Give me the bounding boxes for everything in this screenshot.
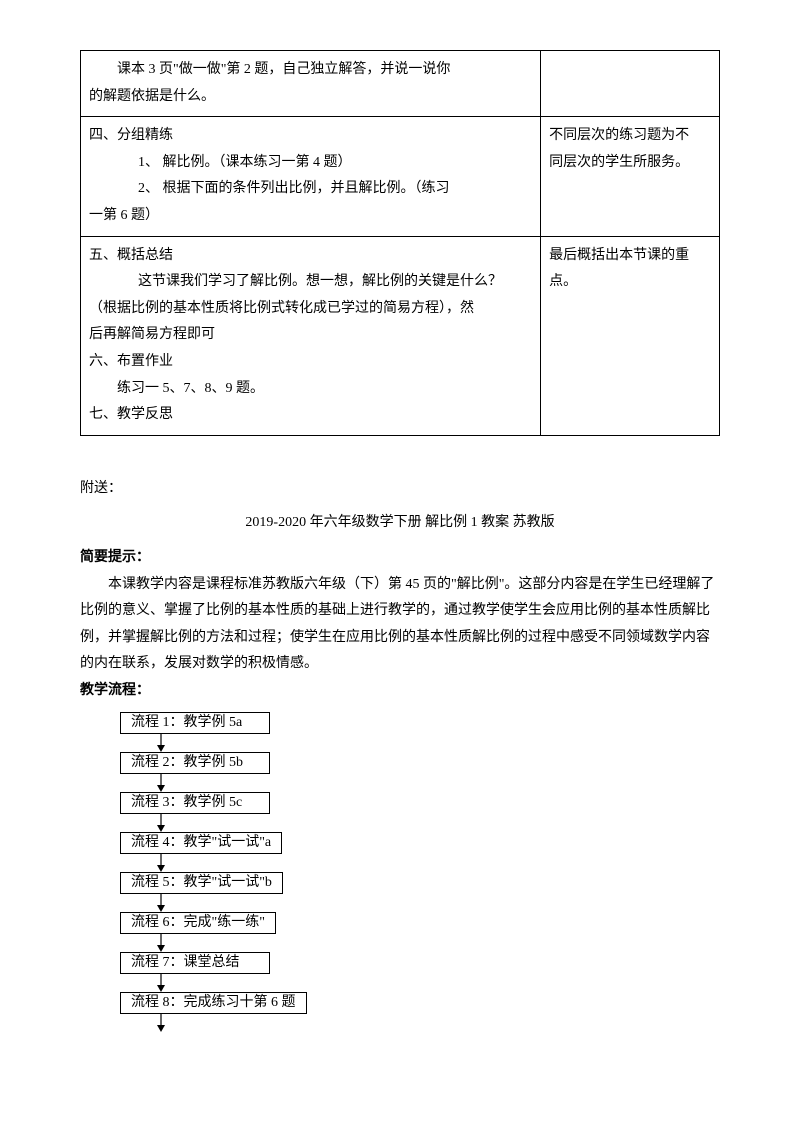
flow-step: 流程 3：教学例 5c: [120, 792, 720, 814]
text-line: 最后概括出本节课的重: [549, 243, 711, 270]
text-line: 同层次的学生所服务。: [549, 150, 711, 177]
flow-step: 流程 7：课堂总结: [120, 952, 720, 974]
text-line: 不同层次的练习题为不: [549, 123, 711, 150]
text-line: 六、布置作业: [89, 349, 532, 376]
flow-box: 流程 4：教学"试一试"a: [120, 832, 282, 854]
flow-box: 流程 3：教学例 5c: [120, 792, 270, 814]
flow-step: 流程 4：教学"试一试"a: [120, 832, 720, 854]
flow-arrow-icon: [155, 814, 720, 832]
flowchart: 流程 1：教学例 5a 流程 2：教学例 5b 流程 3：教学例 5c 流程 4：教学…: [120, 712, 720, 1032]
flow-box: 流程 2：教学例 5b: [120, 752, 270, 774]
flow-arrow-icon: [155, 854, 720, 872]
text-line: 点。: [549, 269, 711, 296]
text-line: 七、教学反思: [89, 402, 532, 429]
flow-box: 流程 8：完成练习十第 6 题: [120, 992, 307, 1014]
table-row: 课本 3 页"做一做"第 2 题，自己独立解答，并说一说你的解题依据是什么。: [81, 51, 720, 117]
text-line: 后再解简易方程即可: [89, 322, 532, 349]
table-row: 四、分组精练1、 解比例。（课本练习一第 4 题）2、 根据下面的条件列出比例，…: [81, 117, 720, 236]
flow-title: 教学流程：: [80, 678, 720, 705]
flow-arrow-icon: [155, 894, 720, 912]
flow-box: 流程 6：完成"练一练": [120, 912, 276, 934]
brief-hint-body: 本课教学内容是课程标准苏教版六年级（下）第 45 页的"解比例"。这部分内容是在…: [80, 572, 720, 678]
brief-hint-title: 简要提示：: [80, 545, 720, 572]
flow-arrow-icon: [155, 1014, 720, 1032]
flow-arrow-icon: [155, 974, 720, 992]
appendix-title: 2019-2020 年六年级数学下册 解比例 1 教案 苏教版: [80, 510, 720, 537]
appendix-label: 附送：: [80, 476, 720, 503]
text-line: 课本 3 页"做一做"第 2 题，自己独立解答，并说一说你: [89, 57, 532, 84]
flow-step: 流程 2：教学例 5b: [120, 752, 720, 774]
text-line: 一第 6 题）: [89, 203, 532, 230]
flow-step: 流程 8：完成练习十第 6 题: [120, 992, 720, 1014]
flow-step: 流程 5：教学"试一试"b: [120, 872, 720, 894]
table-cell-left: 五、概括总结这节课我们学习了解比例。想一想，解比例的关键是什么？（根据比例的基本…: [81, 236, 541, 435]
flow-box: 流程 7：课堂总结: [120, 952, 270, 974]
text-line: 2、 根据下面的条件列出比例，并且解比例。（练习: [89, 176, 532, 203]
table-cell-right: [541, 51, 720, 117]
table-cell-left: 四、分组精练1、 解比例。（课本练习一第 4 题）2、 根据下面的条件列出比例，…: [81, 117, 541, 236]
text-line: 五、概括总结: [89, 243, 532, 270]
flow-arrow-icon: [155, 774, 720, 792]
flow-arrow-icon: [155, 934, 720, 952]
table-row: 五、概括总结这节课我们学习了解比例。想一想，解比例的关键是什么？（根据比例的基本…: [81, 236, 720, 435]
flow-arrow-icon: [155, 734, 720, 752]
flow-box: 流程 5：教学"试一试"b: [120, 872, 283, 894]
text-line: 四、分组精练: [89, 123, 532, 150]
flow-box: 流程 1：教学例 5a: [120, 712, 270, 734]
text-line: 这节课我们学习了解比例。想一想，解比例的关键是什么？: [89, 269, 532, 296]
text-line: 的解题依据是什么。: [89, 84, 532, 111]
text-line: 1、 解比例。（课本练习一第 4 题）: [89, 150, 532, 177]
text-line: 练习一 5、7、8、9 题。: [89, 376, 532, 403]
table-cell-right: 不同层次的练习题为不同层次的学生所服务。: [541, 117, 720, 236]
text-line: （根据比例的基本性质将比例式转化成已学过的简易方程），然: [89, 296, 532, 323]
flow-step: 流程 1：教学例 5a: [120, 712, 720, 734]
appendix-section: 附送： 2019-2020 年六年级数学下册 解比例 1 教案 苏教版 简要提示…: [80, 476, 720, 1033]
table-cell-right: 最后概括出本节课的重点。: [541, 236, 720, 435]
flow-step: 流程 6：完成"练一练": [120, 912, 720, 934]
table-cell-left: 课本 3 页"做一做"第 2 题，自己独立解答，并说一说你的解题依据是什么。: [81, 51, 541, 117]
lesson-table: 课本 3 页"做一做"第 2 题，自己独立解答，并说一说你的解题依据是什么。四、…: [80, 50, 720, 436]
